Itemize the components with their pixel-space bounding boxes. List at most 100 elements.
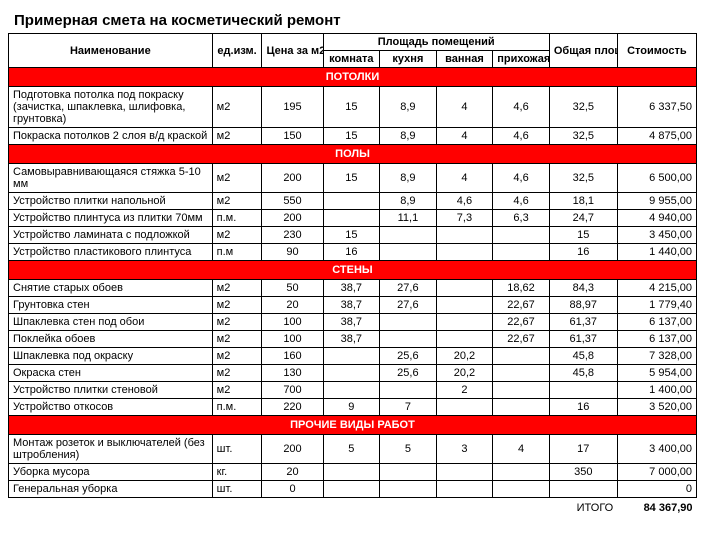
cell-price: 100: [262, 314, 323, 331]
cell-hall: [493, 382, 550, 399]
section-header: ПРОЧИЕ ВИДЫ РАБОТ: [9, 416, 697, 435]
cell-room: 15: [323, 227, 380, 244]
table-row: Снятие старых обоевм25038,727,618,6284,3…: [9, 280, 697, 297]
cell-cost: 9 955,00: [617, 193, 696, 210]
cell-unit: м2: [212, 365, 262, 382]
cell-kitchen: 25,6: [380, 348, 437, 365]
cell-cost: 3 400,00: [617, 435, 696, 464]
cell-name: Снятие старых обоев: [9, 280, 213, 297]
cell-bath: 20,2: [436, 365, 493, 382]
cell-bath: [436, 244, 493, 261]
cell-kitchen: 25,6: [380, 365, 437, 382]
cell-bath: 3: [436, 435, 493, 464]
cell-unit: м2: [212, 382, 262, 399]
cell-area: 84,3: [549, 280, 617, 297]
cell-cost: 4 875,00: [617, 128, 696, 145]
cell-price: 150: [262, 128, 323, 145]
cell-hall: [493, 227, 550, 244]
cell-price: 50: [262, 280, 323, 297]
cell-kitchen: 27,6: [380, 280, 437, 297]
cell-kitchen: 7: [380, 399, 437, 416]
cell-unit: м2: [212, 314, 262, 331]
cell-kitchen: 8,9: [380, 164, 437, 193]
cell-unit: п.м.: [212, 399, 262, 416]
cell-hall: [493, 365, 550, 382]
cell-cost: 7 328,00: [617, 348, 696, 365]
cell-area: 32,5: [549, 128, 617, 145]
table-row: Поклейка обоевм210038,722,6761,376 137,0…: [9, 331, 697, 348]
cell-price: 130: [262, 365, 323, 382]
cell-cost: 3 520,00: [617, 399, 696, 416]
table-row: Устройство пластикового плинтусап.м90161…: [9, 244, 697, 261]
cell-name: Уборка мусора: [9, 464, 213, 481]
cell-room: [323, 464, 380, 481]
table-row: Грунтовка стенм22038,727,622,6788,971 77…: [9, 297, 697, 314]
section-title: ПОТОЛКИ: [9, 68, 697, 87]
cell-hall: 22,67: [493, 314, 550, 331]
cell-price: 700: [262, 382, 323, 399]
cell-unit: п.м: [212, 244, 262, 261]
cell-hall: 4,6: [493, 128, 550, 145]
cell-kitchen: [380, 227, 437, 244]
table-row: Шпаклевка стен под обоим210038,722,6761,…: [9, 314, 697, 331]
cell-hall: [493, 399, 550, 416]
cell-name: Устройство ламината с подложкой: [9, 227, 213, 244]
cell-bath: 20,2: [436, 348, 493, 365]
cell-area: 45,8: [549, 365, 617, 382]
section-header: ПОТОЛКИ: [9, 68, 697, 87]
cell-area: 350: [549, 464, 617, 481]
table-row: Самовыравнивающаяся стяжка 5-10 ммм22001…: [9, 164, 697, 193]
cell-room: 38,7: [323, 314, 380, 331]
cell-hall: 22,67: [493, 297, 550, 314]
cell-name: Окраска стен: [9, 365, 213, 382]
table-header: Наименование ед.изм. Цена за м2.руб. Пло…: [9, 34, 697, 68]
cell-kitchen: 8,9: [380, 87, 437, 128]
cell-name: Шпаклевка стен под обои: [9, 314, 213, 331]
cell-unit: м2: [212, 193, 262, 210]
header-cost: Стоимость: [617, 34, 696, 68]
cell-cost: 6 337,50: [617, 87, 696, 128]
section-header: ПОЛЫ: [9, 145, 697, 164]
total-value: 84 367,90: [617, 498, 696, 517]
cell-hall: [493, 464, 550, 481]
cell-price: 200: [262, 164, 323, 193]
cell-area: [549, 481, 617, 498]
section-title: СТЕНЫ: [9, 261, 697, 280]
cell-area: 32,5: [549, 87, 617, 128]
cell-name: Устройство пластикового плинтуса: [9, 244, 213, 261]
cell-area: 15: [549, 227, 617, 244]
cell-price: 220: [262, 399, 323, 416]
cell-cost: 3 450,00: [617, 227, 696, 244]
cell-cost: 6 137,00: [617, 314, 696, 331]
cell-kitchen: 8,9: [380, 193, 437, 210]
cell-price: 200: [262, 435, 323, 464]
table-row: Устройство ламината с подложкойм22301515…: [9, 227, 697, 244]
cell-unit: кг.: [212, 464, 262, 481]
cell-bath: [436, 227, 493, 244]
total-row: ИТОГО84 367,90: [9, 498, 697, 517]
cell-bath: 4,6: [436, 193, 493, 210]
header-price: Цена за м2.руб.: [262, 34, 323, 68]
cell-name: Поклейка обоев: [9, 331, 213, 348]
table-row: Подготовка потолка под покраску (зачистк…: [9, 87, 697, 128]
cell-name: Самовыравнивающаяся стяжка 5-10 мм: [9, 164, 213, 193]
cell-room: 15: [323, 128, 380, 145]
cell-bath: [436, 331, 493, 348]
cell-area: 16: [549, 244, 617, 261]
cell-bath: [436, 280, 493, 297]
cell-kitchen: [380, 382, 437, 399]
cell-bath: [436, 399, 493, 416]
cell-hall: [493, 348, 550, 365]
cell-unit: п.м.: [212, 210, 262, 227]
cell-cost: 4 940,00: [617, 210, 696, 227]
cell-unit: м2: [212, 331, 262, 348]
cell-kitchen: 11,1: [380, 210, 437, 227]
table-row: Монтаж розеток и выключателей (без штроб…: [9, 435, 697, 464]
cell-kitchen: 8,9: [380, 128, 437, 145]
cell-name: Устройство плитки стеновой: [9, 382, 213, 399]
cell-name: Устройство откосов: [9, 399, 213, 416]
cell-kitchen: [380, 244, 437, 261]
cell-cost: 0: [617, 481, 696, 498]
cell-cost: 6 137,00: [617, 331, 696, 348]
cell-unit: шт.: [212, 435, 262, 464]
